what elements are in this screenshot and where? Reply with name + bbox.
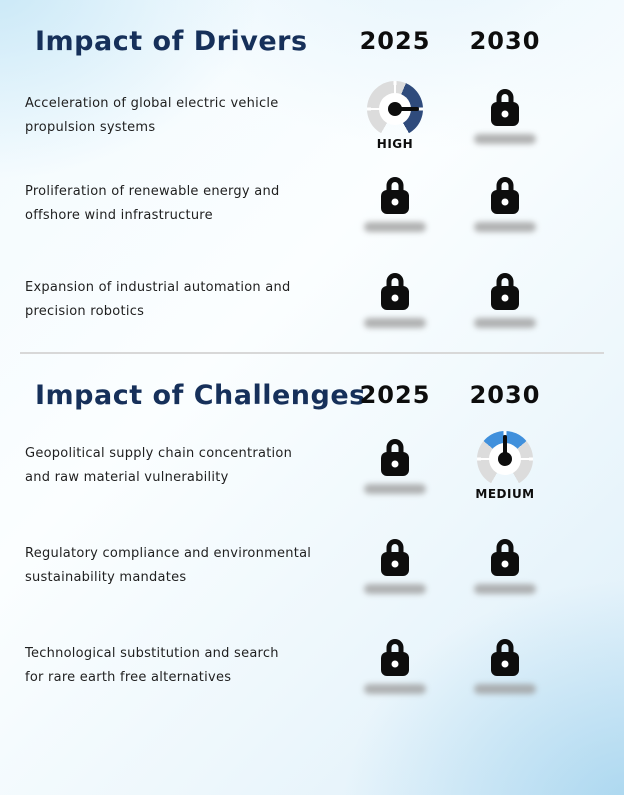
challenge-3-impact-2030-locked (474, 638, 536, 694)
drivers-section-title: Impact of Drivers (35, 25, 308, 57)
challenges-year-2025: 2025 (359, 381, 431, 409)
challenges-header-row: Impact of Challenges 2025 2030 (0, 378, 624, 412)
blurred-value (474, 133, 536, 144)
blurred-value (474, 583, 536, 594)
driver-3-label: Expansion of industrial automation and p… (25, 280, 291, 319)
blurred-value (364, 483, 426, 494)
challenge-2-label: Regulatory compliance and environmental … (25, 546, 312, 585)
challenge-row-2: Regulatory compliance and environmental … (0, 534, 624, 598)
lock-icon (490, 88, 520, 126)
lock-icon (380, 272, 410, 310)
lock-icon (490, 176, 520, 214)
blurred-value (474, 221, 536, 232)
challenge-1-label: Geopolitical supply chain concentration … (25, 446, 293, 485)
driver-row-2: Proliferation of renewable energy and of… (0, 172, 624, 236)
challenge-row-3: Technological substitution and search fo… (0, 634, 624, 698)
driver-2-impact-2030-locked (474, 176, 536, 232)
challenge-1-impact-2025-locked (364, 438, 426, 494)
lock-icon (380, 638, 410, 676)
driver-2-label: Proliferation of renewable energy and of… (25, 184, 280, 223)
lock-icon (490, 638, 520, 676)
blurred-value (474, 683, 536, 694)
drivers-year-2025: 2025 (359, 27, 431, 55)
challenge-2-impact-2030-locked (474, 538, 536, 594)
lock-icon (380, 176, 410, 214)
blurred-value (364, 221, 426, 232)
driver-3-impact-2025-locked (364, 272, 426, 328)
lock-icon (380, 538, 410, 576)
drivers-header-row: Impact of Drivers 2025 2030 (0, 24, 624, 58)
gauge-value-label: MEDIUM (475, 487, 535, 501)
challenges-year-2030: 2030 (469, 381, 541, 409)
driver-1-impact-2030-locked (474, 88, 536, 144)
blurred-value (364, 583, 426, 594)
challenge-2-impact-2025-locked (364, 538, 426, 594)
blurred-value (364, 317, 426, 328)
challenge-row-1: Geopolitical supply chain concentration … (0, 431, 624, 501)
lock-icon (490, 538, 520, 576)
driver-row-3: Expansion of industrial automation and p… (0, 268, 624, 332)
gauge-medium-icon (477, 431, 533, 487)
gauge-value-label: HIGH (376, 137, 414, 151)
lock-icon (380, 438, 410, 476)
driver-1-impact-2025: HIGH (367, 81, 423, 151)
challenge-1-impact-2030: MEDIUM (475, 431, 534, 501)
lock-icon (490, 272, 520, 310)
driver-row-1: Acceleration of global electric vehicle … (0, 81, 624, 151)
drivers-year-2030: 2030 (469, 27, 541, 55)
section-divider (20, 352, 604, 354)
blurred-value (474, 317, 536, 328)
blurred-value (364, 683, 426, 694)
driver-1-label: Acceleration of global electric vehicle … (25, 96, 279, 135)
challenge-3-impact-2025-locked (364, 638, 426, 694)
challenges-section-title: Impact of Challenges (35, 379, 366, 411)
driver-2-impact-2025-locked (364, 176, 426, 232)
driver-3-impact-2030-locked (474, 272, 536, 328)
gauge-high-icon (367, 81, 423, 137)
challenge-3-label: Technological substitution and search fo… (25, 646, 279, 685)
